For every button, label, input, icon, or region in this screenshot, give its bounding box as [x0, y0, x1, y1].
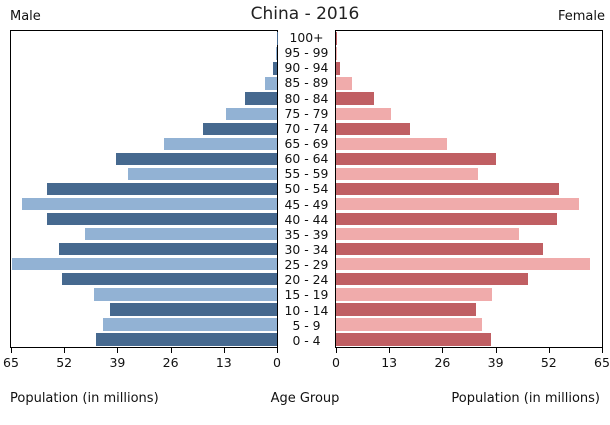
male-bar	[110, 303, 277, 316]
axis-tick-label: 0	[273, 355, 281, 370]
female-bar	[336, 182, 560, 196]
male-bar	[272, 62, 277, 75]
male-bar	[22, 197, 277, 211]
age-group-label: 75 - 79	[284, 105, 329, 121]
male-bar	[264, 77, 277, 90]
age-group-label: 80 - 84	[284, 90, 329, 106]
axis-tick-label: 13	[381, 355, 398, 370]
female-bar	[336, 92, 375, 105]
age-group-label: 95 - 99	[284, 45, 329, 61]
male-bar	[46, 182, 277, 196]
axis-tick	[548, 348, 550, 353]
axis-tick-label: 13	[215, 355, 232, 370]
male-bar	[62, 273, 277, 286]
male-bar	[11, 258, 277, 271]
female-bar	[336, 167, 479, 181]
axis-tick	[442, 348, 444, 353]
female-bar	[336, 107, 392, 120]
chart-title: China - 2016	[250, 4, 360, 24]
axis-tick	[602, 348, 603, 353]
axis-tick	[336, 348, 337, 353]
female-bar	[336, 137, 448, 151]
axis-tick-label: 65	[594, 355, 610, 370]
age-group-axis: 100+ 95 - 99 90 - 94 85 - 89 80 - 84 75 - 79 7…	[278, 30, 335, 348]
axis-tick-label: 0	[332, 355, 340, 370]
male-bar	[103, 318, 277, 331]
female-bar	[336, 333, 491, 346]
male-bar	[115, 152, 277, 166]
age-group-label: 10 - 14	[284, 302, 329, 318]
age-group-label: 45 - 49	[284, 196, 329, 212]
age-group-label: 15 - 19	[284, 287, 329, 303]
female-bar	[336, 258, 590, 271]
female-bar	[336, 77, 353, 90]
male-bar	[203, 122, 277, 136]
male-axis-caption: Population (in millions)	[10, 391, 159, 406]
female-axis-caption: Population (in millions)	[451, 391, 600, 406]
female-bar	[336, 242, 544, 256]
female-axis-title: Female	[557, 9, 605, 24]
male-bar	[128, 167, 277, 181]
male-axis-title: Male	[10, 9, 41, 24]
age-group-label: 55 - 59	[284, 166, 329, 182]
axis-tick	[64, 348, 66, 353]
female-bar	[336, 303, 476, 316]
female-bar	[336, 122, 411, 136]
male-bar	[163, 137, 277, 151]
male-bar	[94, 288, 277, 301]
axis-tick	[170, 348, 172, 353]
age-group-label: 60 - 64	[284, 151, 329, 167]
age-group-label: 25 - 29	[284, 257, 329, 273]
male-bar	[47, 212, 277, 226]
axis-tick	[223, 348, 225, 353]
male-bar	[276, 47, 277, 60]
axis-tick-label: 39	[109, 355, 126, 370]
age-group-label: 40 - 44	[284, 211, 329, 227]
axis-tick-label: 52	[56, 355, 73, 370]
axis-tick-label: 39	[487, 355, 504, 370]
male-plot-area	[10, 30, 278, 348]
axis-tick	[495, 348, 497, 353]
axis-tick-label: 26	[434, 355, 451, 370]
female-bar	[336, 288, 492, 301]
age-group-label: 5 - 9	[292, 317, 321, 333]
female-plot-area	[335, 30, 603, 348]
age-group-label: 85 - 89	[284, 75, 329, 91]
age-group-label: 90 - 94	[284, 60, 329, 76]
axis-tick-label: 65	[3, 355, 19, 370]
female-bar	[336, 212, 557, 226]
female-bar	[336, 318, 482, 331]
male-bar	[245, 92, 277, 105]
age-group-label: 0 - 4	[292, 332, 321, 348]
axis-tick	[277, 348, 278, 353]
female-bar	[336, 152, 496, 166]
female-bar	[336, 227, 519, 241]
age-group-label: 35 - 39	[284, 226, 329, 242]
male-bar	[58, 242, 277, 256]
female-bar	[336, 273, 528, 286]
age-group-label: 65 - 69	[284, 136, 329, 152]
axis-tick	[117, 348, 119, 353]
age-group-label: 20 - 24	[284, 272, 329, 288]
male-bar	[96, 333, 277, 346]
axis-tick	[11, 348, 12, 353]
axis-tick-label: 52	[540, 355, 557, 370]
age-group-label: 70 - 74	[284, 120, 329, 136]
age-group-label: 100+	[289, 30, 324, 46]
axis-tick	[389, 348, 391, 353]
age-group-caption: Age Group	[270, 391, 340, 406]
male-bar	[85, 227, 277, 241]
female-bar	[336, 62, 341, 75]
age-group-label: 50 - 54	[284, 181, 329, 197]
female-bar	[336, 197, 579, 211]
male-bar	[226, 107, 277, 120]
age-group-label: 30 - 34	[284, 242, 329, 258]
female-bar	[336, 47, 338, 60]
axis-tick-label: 26	[162, 355, 179, 370]
